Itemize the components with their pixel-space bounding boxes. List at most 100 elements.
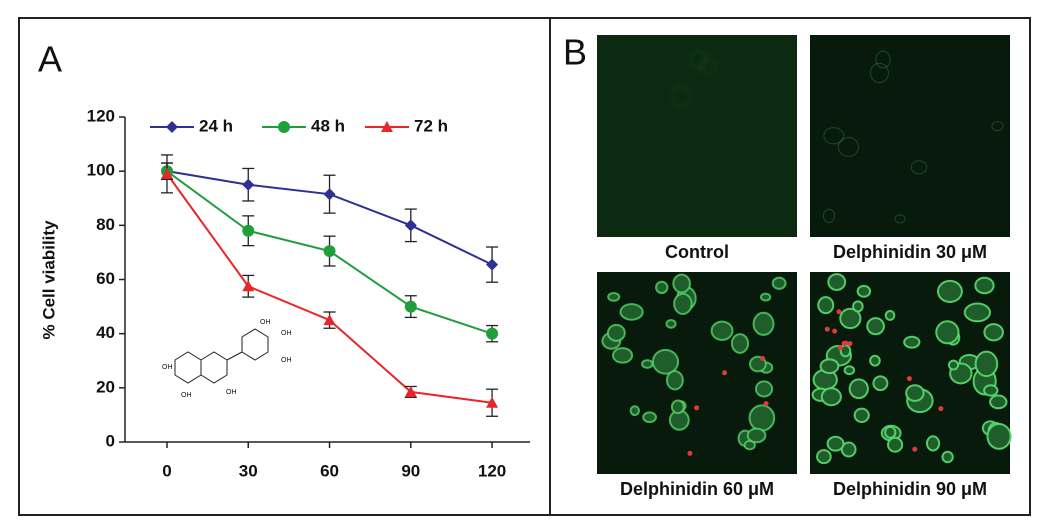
cell (905, 384, 925, 402)
cell (629, 405, 641, 417)
cell (837, 137, 859, 157)
cell (642, 411, 657, 424)
structure-label: OH (281, 330, 292, 337)
marker (404, 385, 417, 397)
cell (655, 280, 669, 295)
marker (242, 224, 255, 237)
structure-label: OH (162, 364, 173, 371)
cell (884, 310, 896, 321)
x-tick-label: 90 (401, 461, 420, 480)
red-spot (824, 326, 830, 332)
y-tick-label: 80 (96, 215, 115, 234)
cell (670, 399, 685, 415)
cell (665, 370, 684, 391)
y-tick-label: 100 (87, 161, 115, 180)
cell (925, 435, 941, 452)
cell (936, 279, 963, 303)
red-spot (906, 376, 912, 382)
image-caption: Delphinidin 90 μM (833, 479, 987, 499)
cell (689, 49, 707, 69)
cell (963, 302, 992, 323)
legend-label: 72 h (414, 116, 448, 135)
cell (619, 303, 644, 321)
marker (486, 258, 499, 271)
cell (856, 284, 872, 298)
micrograph (810, 272, 1012, 474)
red-spot (763, 401, 769, 407)
marker (160, 167, 173, 179)
legend-marker (278, 121, 290, 133)
red-spot (847, 341, 853, 347)
y-tick-label: 120 (87, 106, 115, 125)
cell (910, 160, 928, 175)
legend-marker (166, 121, 178, 133)
marker (323, 245, 336, 258)
image-caption: Control (665, 242, 729, 262)
y-axis-label: % Cell viability (39, 220, 58, 340)
cell (748, 404, 776, 432)
cell (710, 320, 734, 341)
cell (875, 50, 891, 69)
red-spot (832, 328, 838, 334)
cell (817, 296, 835, 315)
cell (730, 333, 750, 354)
red-spot (912, 446, 918, 452)
x-tick-label: 0 (162, 461, 171, 480)
cell (843, 365, 856, 376)
cell (754, 380, 774, 398)
cell (852, 300, 864, 313)
panel-label: B (563, 32, 587, 73)
legend-label: 24 h (199, 116, 233, 135)
cell (641, 359, 654, 369)
cell (673, 292, 693, 315)
cell (870, 62, 889, 84)
micrograph (597, 35, 797, 237)
cell (869, 354, 881, 367)
image-background (810, 35, 1010, 237)
micrograph (810, 35, 1010, 237)
micrograph (597, 272, 797, 474)
y-tick-label: 20 (96, 377, 115, 396)
cell (935, 320, 960, 345)
marker (323, 314, 336, 326)
marker (486, 327, 499, 340)
cell (752, 311, 775, 336)
x-tick-label: 120 (478, 461, 506, 480)
cell (866, 317, 885, 336)
marker (486, 396, 499, 408)
structure-label: OH (260, 319, 271, 326)
image-caption: Delphinidin 30 μM (833, 242, 987, 262)
x-tick-label: 30 (239, 461, 258, 480)
cell (665, 319, 677, 329)
red-spot (836, 309, 842, 315)
cell (607, 291, 621, 302)
cell (983, 323, 1004, 342)
cell (699, 58, 717, 74)
cell (823, 127, 845, 145)
cell (671, 86, 691, 108)
cell (839, 307, 862, 330)
red-spot (687, 450, 693, 456)
cell (771, 276, 787, 290)
cell (853, 407, 870, 424)
red-spot (722, 370, 728, 376)
image-caption: Delphinidin 60 μM (620, 479, 774, 499)
structure-label: OH (281, 357, 292, 364)
panel-label: A (38, 39, 62, 80)
cell (894, 214, 906, 224)
cell (941, 450, 954, 464)
cell (983, 384, 999, 397)
red-spot (841, 340, 847, 346)
marker (404, 219, 417, 232)
legend-label: 48 h (311, 116, 345, 135)
cell (884, 425, 897, 439)
marker (404, 300, 417, 313)
cell (606, 323, 626, 342)
marker (242, 280, 255, 292)
cell (822, 208, 836, 224)
red-spot (938, 406, 944, 412)
cell (974, 350, 999, 378)
cell (816, 449, 832, 465)
cell (672, 273, 691, 294)
